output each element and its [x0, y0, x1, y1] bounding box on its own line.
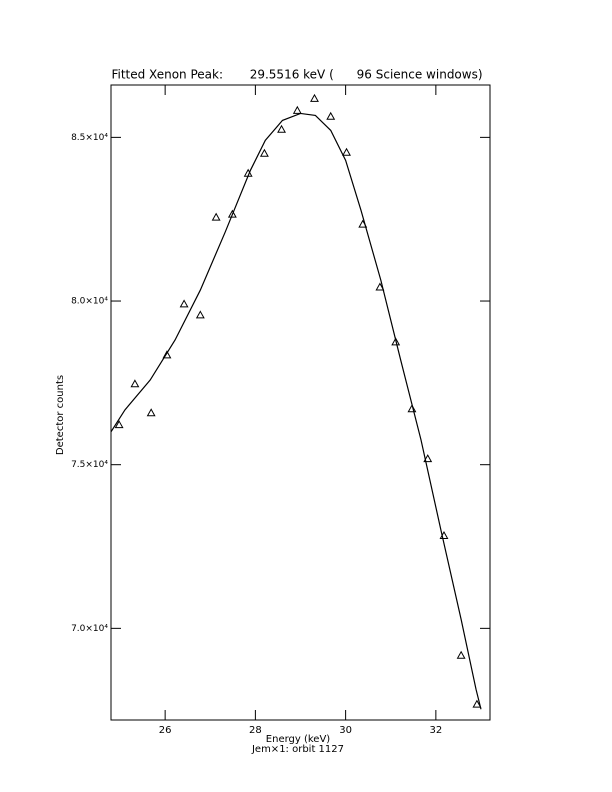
x-axis-label: Energy (keV)	[266, 734, 331, 745]
fit-curve	[110, 112, 482, 710]
x-tick-label: 30	[339, 725, 352, 736]
data-point	[162, 350, 172, 359]
data-point	[292, 105, 302, 114]
data-point	[407, 404, 417, 413]
data-point	[423, 454, 433, 463]
data-point	[227, 209, 237, 218]
x-axis-sublabel: Jem×1: orbit 1127	[251, 744, 344, 755]
y-tick-label: 8.5×10⁴	[71, 133, 108, 143]
data-point	[326, 111, 336, 120]
data-point	[391, 337, 401, 346]
data-point	[375, 282, 385, 291]
data-point	[310, 93, 319, 102]
y-tick-label: 7.5×10⁴	[71, 460, 108, 470]
x-tick-label: 26	[159, 725, 172, 736]
y-axis-label: Detector counts	[55, 375, 66, 455]
data-point	[146, 408, 156, 417]
data-point	[456, 650, 466, 659]
data-point	[114, 420, 124, 429]
y-tick-label: 8.0×10⁴	[71, 297, 108, 307]
data-point	[277, 124, 286, 133]
data-point	[130, 379, 140, 388]
x-tick-label: 32	[429, 725, 442, 736]
data-point	[211, 212, 221, 221]
chart-title: Fitted Xenon Peak: 29.5516 keV ( 96 Scie…	[111, 68, 482, 82]
data-point	[472, 699, 482, 708]
data-point	[179, 299, 189, 308]
data-point	[342, 147, 351, 156]
y-tick-label: 7.0×10⁴	[71, 624, 108, 634]
plot-frame	[110, 84, 491, 721]
data-point	[259, 148, 269, 157]
x-tick-label: 28	[249, 725, 262, 736]
data-point	[195, 310, 205, 319]
